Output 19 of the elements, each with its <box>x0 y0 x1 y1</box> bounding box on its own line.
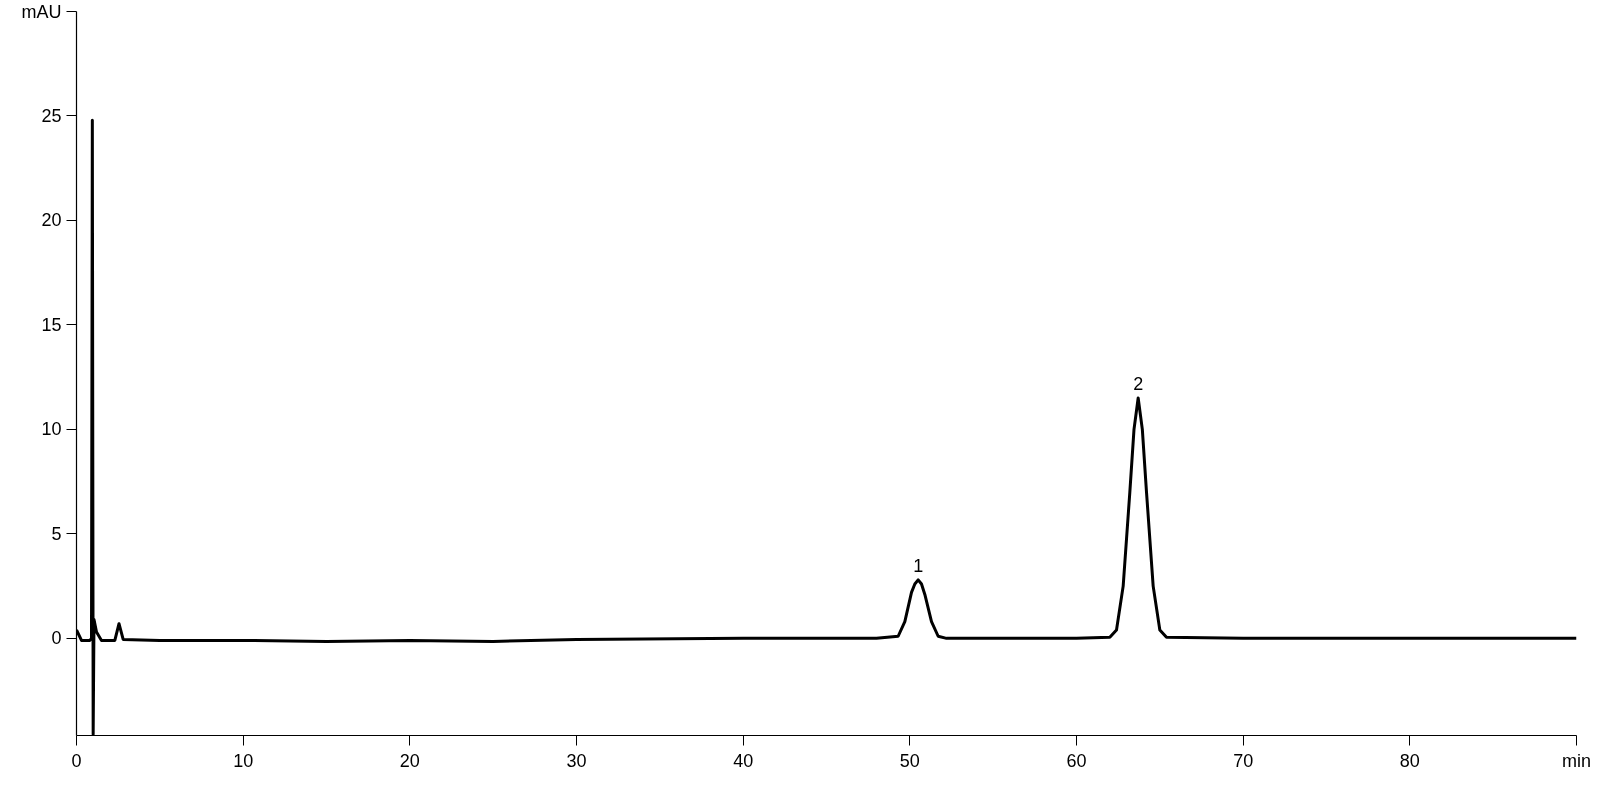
x-tick-label: min <box>1562 750 1592 771</box>
x-tick-label: 0 <box>71 750 82 771</box>
y-tick-label: 25 <box>41 105 62 126</box>
x-tick-label: 50 <box>899 750 920 771</box>
annotation: 2 <box>1133 374 1144 395</box>
y-tick-label: 0 <box>51 628 62 649</box>
x-tick-label: 80 <box>1399 750 1420 771</box>
y-tick-label: 10 <box>41 419 62 440</box>
x-tick-label: 40 <box>733 750 754 771</box>
x-tick-label: 70 <box>1233 750 1254 771</box>
y-tick-label: 20 <box>41 210 62 231</box>
annotation: 1 <box>913 555 924 576</box>
y-tick-label: mAU <box>21 1 62 22</box>
x-tick-label: 20 <box>399 750 420 771</box>
y-tick-label: 15 <box>41 314 62 335</box>
x-tick-label: 60 <box>1066 750 1087 771</box>
y-tick-label: 5 <box>51 523 62 544</box>
x-tick-label: 10 <box>233 750 254 771</box>
x-tick-label: 30 <box>566 750 587 771</box>
